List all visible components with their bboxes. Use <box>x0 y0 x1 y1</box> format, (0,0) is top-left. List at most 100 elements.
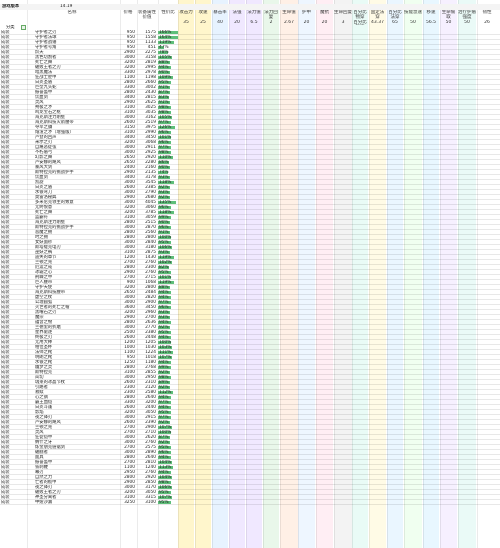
table-row[interactable]: 成装 破舰者 3000 2890 96% <box>0 450 500 455</box>
table-row[interactable]: 成装 水银之靴 1250 1180 94% <box>0 360 500 365</box>
table-row[interactable]: 成装 巨型九头蛇 3300 3002 91% <box>0 85 500 90</box>
table-row[interactable]: 成装 灵风 2900 2625 91% <box>0 100 500 105</box>
column-header[interactable]: 生命值 <box>282 10 296 15</box>
table-row[interactable]: 成装 面具 2800 2640 94% <box>0 455 500 460</box>
column-header[interactable]: 治疗护盾强度 <box>458 10 476 20</box>
column-header[interactable]: 韧性 <box>482 10 492 15</box>
table-row[interactable]: 成装 守护者战锤 950 1133 119% <box>0 40 500 45</box>
table-row[interactable]: 成装 自然之力 2800 2920 104% <box>0 475 500 480</box>
table-row[interactable]: 成装 炼金朋克链锯剑 2700 2575 95% <box>0 445 500 450</box>
column-header[interactable]: 法力回复 <box>264 10 278 20</box>
table-row[interactable]: 成装 影焰 3200 3050 95% <box>0 410 500 415</box>
table-row[interactable]: 成装 熔渣之矛（增强版） 3100 2990 96% <box>0 130 500 135</box>
table-row[interactable]: 成装 斯特拉克的挑战护手 3000 2870 96% <box>0 225 500 230</box>
column-header[interactable]: 护甲 <box>302 10 311 15</box>
table-row[interactable]: 成装 死亡之舞 3200 2819 88% <box>0 60 500 65</box>
table-row[interactable]: 成装 振奋盔甲 2700 2810 104% <box>0 460 500 465</box>
column-header[interactable]: 百分比法穿 <box>388 10 402 20</box>
column-header[interactable]: 技能急速 <box>404 10 422 15</box>
table-row[interactable]: 成装 女妖面纱 3000 2840 95% <box>0 240 500 245</box>
table-row[interactable]: 成装 破败王者之刃 3200 3050 95% <box>0 490 500 495</box>
table-row[interactable]: 成装 巨人腰带 900 1068 119% <box>0 280 500 285</box>
table-row[interactable]: 成装 魔宗 2900 2700 93% <box>0 315 500 320</box>
table-row[interactable]: 成装 斯特拉克 3100 2855 92% <box>0 370 500 375</box>
table-row[interactable]: 成装 终极之刃 2600 2448 94% <box>0 335 500 340</box>
table-row[interactable]: 成装 守护者号角 950 451 47% <box>0 45 500 50</box>
column-header[interactable]: 攻速 <box>198 10 208 15</box>
table-row[interactable]: 成装 兰顿之兆 2700 2760 102% <box>0 260 500 265</box>
table-row[interactable]: 成装 卢安娜的飓风 2600 2390 92% <box>0 420 500 425</box>
table-row[interactable]: 成装 厄运之戒 2800 2300 82% <box>0 265 500 270</box>
table-row[interactable]: 成装 纳什之牙 3000 2760 92% <box>0 440 500 445</box>
table-row[interactable]: 成装 自蔑恶徒弦 3000 2911 97% <box>0 145 500 150</box>
column-header[interactable]: 魔抗 <box>320 10 329 15</box>
table-row[interactable]: 成装 霸王血铠 3300 3200 97% <box>0 400 500 405</box>
table-row[interactable]: 成装 冰霜之心 2900 2760 95% <box>0 270 500 275</box>
table-row[interactable]: 成装 斯特拉克的挑战护手 2900 2135 74% <box>0 170 500 175</box>
table-row[interactable]: 成装 多米尼克领主的致意 3000 4045 135% <box>0 200 500 205</box>
table-row[interactable]: 成装 海克斯注力刚壁 3000 3162 105% <box>0 115 500 120</box>
table-row[interactable]: 成装 莫雷洛秘典 2900 2680 92% <box>0 195 500 200</box>
table-row[interactable]: 成装 斯塔缇克电刃 3000 3180 106% <box>0 245 500 250</box>
table-row[interactable]: 成装 巫妖之祸 3100 2875 93% <box>0 250 500 255</box>
table-row[interactable]: 成装 黑曜石之刃 3200 2960 93% <box>0 310 500 315</box>
table-row[interactable]: 成装 相位圣杯 1000 1030 103% <box>0 345 500 350</box>
column-header[interactable]: 生命偷取 <box>441 10 456 20</box>
table-row[interactable]: 成装 心之钢 2800 2640 94% <box>0 395 500 400</box>
table-row[interactable]: 成装 卢安娜的飓风 2650 2280 86% <box>0 160 500 165</box>
column-header[interactable]: 名称 <box>67 10 77 15</box>
table-row[interactable]: 成装 夺萃之镰 3150 3975 126% <box>0 125 500 130</box>
table-row[interactable]: 成装 荆棘之甲 2700 2715 101% <box>0 275 500 280</box>
table-row[interactable]: 成装 无终恨意 3200 3060 96% <box>0 205 500 210</box>
table-row[interactable]: 成装 夜之锋刃 3000 2915 97% <box>0 415 500 420</box>
column-header[interactable]: 价格 <box>123 10 133 15</box>
table-row[interactable]: 成装 灵风 2700 2710 100% <box>0 430 500 435</box>
column-header[interactable]: 固定法穿 <box>370 10 385 20</box>
column-header[interactable]: 攻击力 <box>179 10 193 15</box>
table-row[interactable]: 成装 米尔之刃 3200 3068 96% <box>0 140 500 145</box>
column-header[interactable]: 法力值 <box>247 10 261 15</box>
table-row[interactable]: 成装 岚切 3000 2950 98% <box>0 375 500 380</box>
table-row[interactable]: 成装 无用大棒 1200 1205 100% <box>0 340 500 345</box>
table-row[interactable]: 成装 虚空之杖 3000 2820 94% <box>0 295 500 300</box>
table-row[interactable]: 成装 鸣龙宝石之枢 3100 3035 98% <box>0 110 500 115</box>
table-row[interactable]: 成装 狂徒铠甲 3000 2620 87% <box>0 435 500 440</box>
column-header[interactable]: 暴击率 <box>213 10 227 15</box>
table-row[interactable]: 成装 海克斯科技腰带 2650 2484 94% <box>0 290 500 295</box>
column-header[interactable]: 生命回复 <box>334 10 352 15</box>
column-header[interactable]: 装备属性价值 <box>138 10 156 20</box>
table-row[interactable]: 成装 守护者之刃 950 1575 166% <box>0 30 500 35</box>
table-row[interactable]: 成装 水银弯刀 3000 2790 93% <box>0 190 500 195</box>
table-row[interactable]: 成装 幻影之舞 2650 2920 110% <box>0 155 500 160</box>
table-row[interactable]: 成装 守护天使 3200 2800 88% <box>0 285 500 290</box>
table-row[interactable]: 成装 铁刺鞭 1100 1240 113% <box>0 465 500 470</box>
table-row[interactable]: 成装 卢登的回声 3400 3450 101% <box>0 135 500 140</box>
table-row[interactable]: 成装 法师之靴 1100 1224 111% <box>0 350 500 355</box>
table-row[interactable]: 成装 蕴含之物 2800 2636 94% <box>0 320 500 325</box>
table-row[interactable]: 成装 海克斯注力刚壁 2800 2515 90% <box>0 220 500 225</box>
column-header[interactable]: 法强 <box>232 10 242 15</box>
table-row[interactable]: 成装 兰顿之兆 2700 2900 107% <box>0 425 500 430</box>
table-row[interactable]: 成装 蓝霸符 3100 3059 99% <box>0 215 500 220</box>
table-row[interactable]: 成装 振奋盔甲 2800 2430 87% <box>0 90 500 95</box>
table-row[interactable]: 成装 幕刃 2950 2760 94% <box>0 470 500 475</box>
table-row[interactable]: 成装 公理圆弧 3000 2900 97% <box>0 300 500 305</box>
table-row[interactable]: 成装 狂战士胫甲 1100 1198 109% <box>0 75 500 80</box>
table-row[interactable]: 成装 遗失的章节 1200 1430 119% <box>0 255 500 260</box>
table-row[interactable]: 成装 灭世者的死亡之帽 3600 3450 96% <box>0 305 500 310</box>
table-row[interactable]: 成装 兰德里的折磨 3000 2770 92% <box>0 325 500 330</box>
table-row[interactable]: 成装 海克斯科技火箭腰带 2600 2519 97% <box>0 120 500 125</box>
table-row[interactable]: 成装 暗黑魔法 3300 2978 90% <box>0 70 500 75</box>
table-row[interactable]: 成装 不朽盾弓 3000 2925 98% <box>0 150 500 155</box>
table-row[interactable]: 成装 时之拥 2800 2800 100% <box>0 235 500 240</box>
table-row[interactable]: 成装 星界驱逐 2500 2380 95% <box>0 330 500 335</box>
table-row[interactable]: 成装 黑色切割者 3000 3158 105% <box>0 55 500 60</box>
table-row[interactable]: 成装 恶魔之拥 2800 2560 91% <box>0 230 500 235</box>
table-row[interactable]: 成装 饮血剑 3400 2815 83% <box>0 95 500 100</box>
table-row[interactable]: 成装 日炎斗篷 2600 2440 94% <box>0 405 500 410</box>
table-row[interactable]: 成装 死亡之舞 3200 3785 118% <box>0 210 500 215</box>
table-row[interactable]: 成装 引路者 2300 2120 92% <box>0 385 500 390</box>
table-row[interactable]: 成装 夜之锋刃 3000 3170 106% <box>0 485 500 490</box>
column-header[interactable]: 性价比 <box>161 10 175 15</box>
table-row[interactable]: 成装 神圣分离者 3100 3315 107% <box>0 495 500 500</box>
